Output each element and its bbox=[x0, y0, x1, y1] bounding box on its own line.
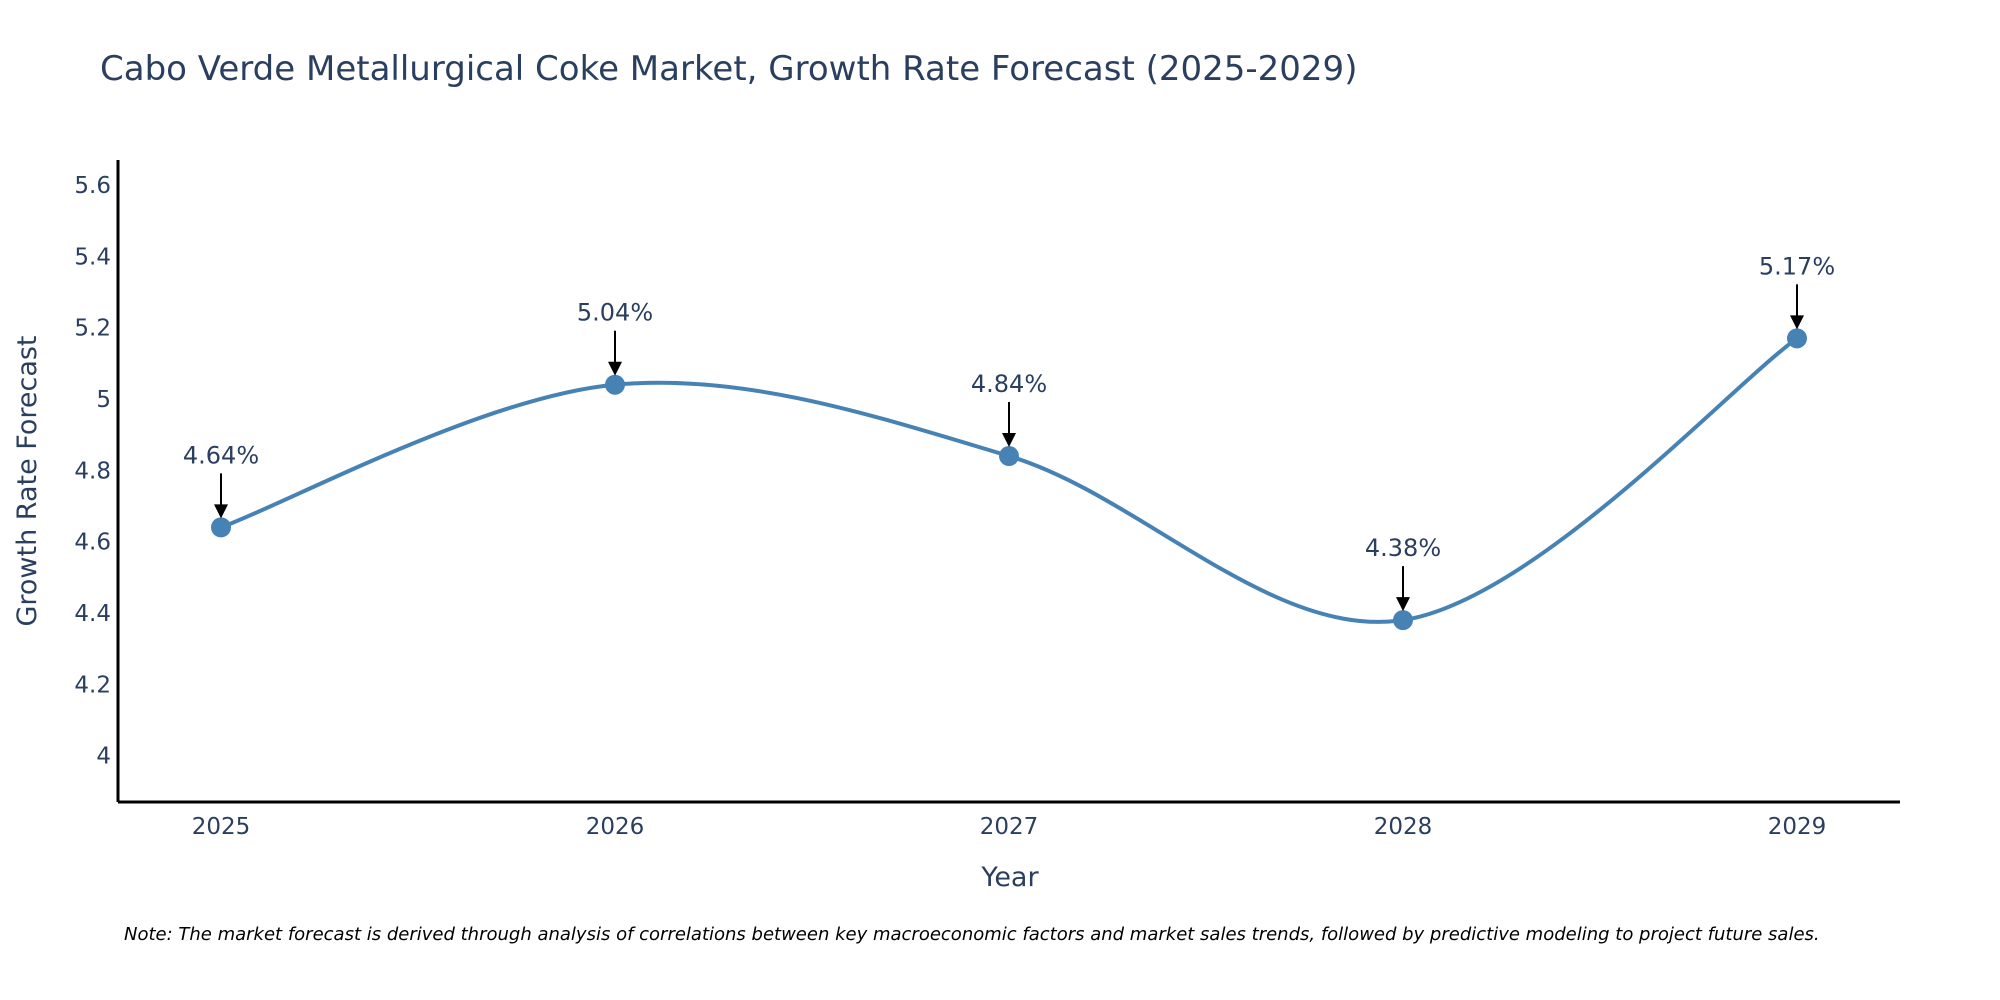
x-tick-label: 2028 bbox=[1374, 814, 1433, 840]
data-annotations: 4.64% 5.04% 4.84% 4.38% 5.17% bbox=[183, 252, 1835, 612]
annotation-arrow-head bbox=[1396, 597, 1410, 612]
data-point-2028[interactable] bbox=[1393, 610, 1413, 631]
data-label-2026: 5.04% bbox=[577, 299, 653, 327]
y-axis-title: Growth Rate Forecast bbox=[12, 335, 43, 626]
data-point-2029[interactable] bbox=[1787, 328, 1807, 349]
y-tick-label: 4.4 bbox=[74, 601, 111, 627]
data-point-2025[interactable] bbox=[211, 517, 231, 538]
data-point-2026[interactable] bbox=[605, 374, 625, 395]
x-tick-label: 2029 bbox=[1768, 814, 1827, 840]
x-axis-title: Year bbox=[980, 862, 1039, 893]
y-tick-label: 4.6 bbox=[74, 530, 111, 556]
y-tick-label: 5.4 bbox=[74, 244, 111, 270]
y-tick-label: 5.2 bbox=[74, 316, 111, 342]
x-tick-label: 2027 bbox=[980, 814, 1039, 840]
data-point-2027[interactable] bbox=[999, 446, 1019, 467]
y-tick-label: 5.6 bbox=[74, 173, 111, 199]
series-markers bbox=[211, 328, 1807, 631]
annotation-arrow-head bbox=[608, 361, 622, 376]
y-tick-label: 5 bbox=[96, 387, 111, 413]
data-label-2028: 4.38% bbox=[1365, 534, 1441, 562]
annotation-arrow-head bbox=[214, 504, 228, 519]
chart-note: Note: The market forecast is derived thr… bbox=[124, 924, 1820, 945]
y-tick-label: 4.8 bbox=[74, 458, 111, 484]
data-label-2025: 4.64% bbox=[183, 441, 259, 469]
y-tick-label: 4.2 bbox=[74, 672, 111, 698]
annotation-arrow-head bbox=[1790, 315, 1804, 330]
y-axis-ticks: 4 4.2 4.4 4.6 4.8 5 5.2 5.4 5.6 bbox=[74, 173, 111, 770]
data-label-2027: 4.84% bbox=[971, 370, 1047, 398]
y-tick-label: 4 bbox=[96, 744, 111, 770]
data-label-2029: 5.17% bbox=[1759, 252, 1835, 280]
x-tick-label: 2026 bbox=[586, 814, 645, 840]
chart-title: Cabo Verde Metallurgical Coke Market, Gr… bbox=[100, 49, 1357, 89]
annotation-arrow-head bbox=[1002, 433, 1016, 448]
x-axis-ticks: 2025 2026 2027 2028 2029 bbox=[192, 814, 1827, 840]
x-tick-label: 2025 bbox=[192, 814, 251, 840]
